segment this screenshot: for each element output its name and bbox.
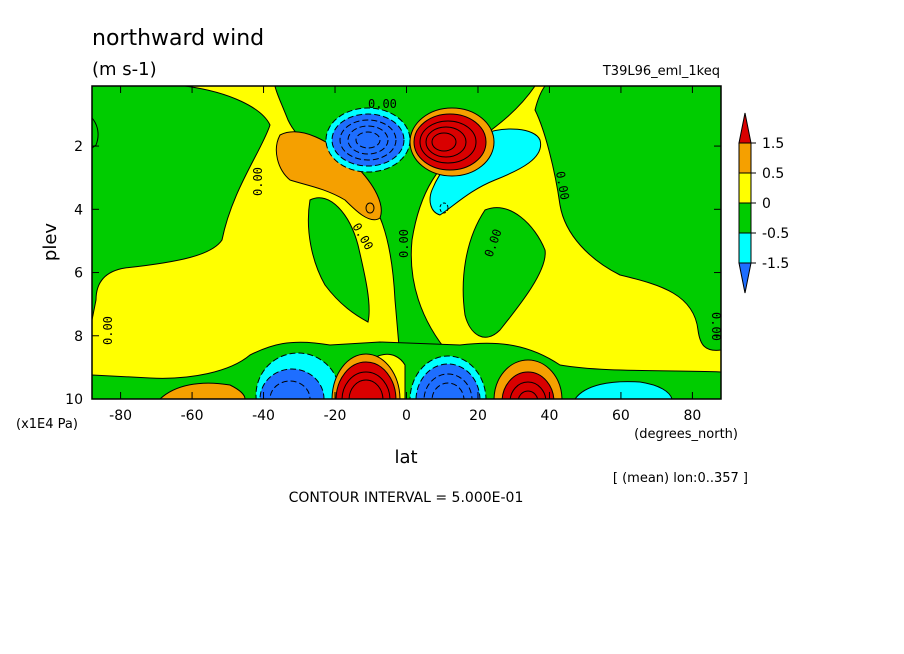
contour-label: 0.00 (101, 316, 115, 345)
orange-region-bottom-sh (159, 382, 246, 399)
colorbar-label: -1.5 (762, 256, 789, 272)
y-axis-label: plev (40, 223, 61, 262)
cyan-region-bottom-nh (574, 381, 673, 399)
contour-label: 0.00 (251, 167, 265, 196)
x-axis-ticks: -80 -60 -40 -20 0 20 40 60 80 (109, 86, 701, 424)
contour-label: 0.00 (368, 97, 397, 111)
contour-label: 0.00 (397, 229, 411, 258)
y-axis-units: (x1E4 Pa) (16, 417, 78, 432)
cyan-region-upper (429, 128, 542, 216)
colorbar-label: -0.5 (762, 226, 789, 242)
x-axis-units: (degrees_north) (634, 427, 738, 442)
x-axis-label: lat (394, 447, 417, 468)
colorbar-label: 0 (762, 196, 771, 212)
chart-units: (m s-1) (92, 59, 157, 80)
x-tick-label: 40 (541, 408, 559, 424)
green-bottom-band (92, 341, 721, 399)
colorbar-segment (738, 262, 752, 294)
chart-title: northward wind (92, 26, 264, 51)
contour-interval-note: CONTOUR INTERVAL = 5.000E-01 (289, 490, 524, 506)
y-tick-label: 8 (74, 329, 83, 345)
x-tick-label: 60 (612, 408, 630, 424)
green-region-nh (534, 86, 721, 351)
contour-label: 0.00 (553, 170, 572, 201)
x-tick-label: 0 (402, 408, 411, 424)
x-tick-label: -60 (181, 408, 204, 424)
y-tick-label: 10 (65, 392, 83, 408)
y-tick-label: 4 (74, 202, 83, 218)
colorbar-segment (738, 112, 752, 144)
x-tick-label: 20 (469, 408, 487, 424)
green-island-right (462, 207, 546, 338)
green-region-sh (92, 86, 271, 321)
y-axis-ticks: 2 4 6 8 10 (65, 139, 721, 408)
colorbar-segment (738, 232, 752, 264)
colorbar-segment (738, 142, 752, 174)
green-island-left (307, 197, 370, 323)
colorbar-segment (738, 202, 752, 234)
x-tick-label: 80 (683, 408, 701, 424)
x-tick-label: -20 (324, 408, 347, 424)
y-tick-label: 2 (74, 139, 83, 155)
run-label: T39L96_eml_1keq (602, 64, 720, 79)
green-sliver-left (92, 117, 99, 149)
colorbar-label: 1.5 (762, 136, 784, 152)
contour-label: 0.00 (709, 312, 723, 341)
averaging-note: [ (mean) lon:0..357 ] (613, 471, 748, 486)
x-tick-label: -80 (109, 408, 132, 424)
y-tick-label: 6 (74, 266, 83, 282)
colorbar-segment (738, 172, 752, 204)
colorbar: 1.5 0.5 0 -0.5 -1.5 (738, 112, 789, 294)
x-tick-label: -40 (252, 408, 275, 424)
colorbar-label: 0.5 (762, 166, 784, 182)
contour-field (92, 86, 721, 399)
